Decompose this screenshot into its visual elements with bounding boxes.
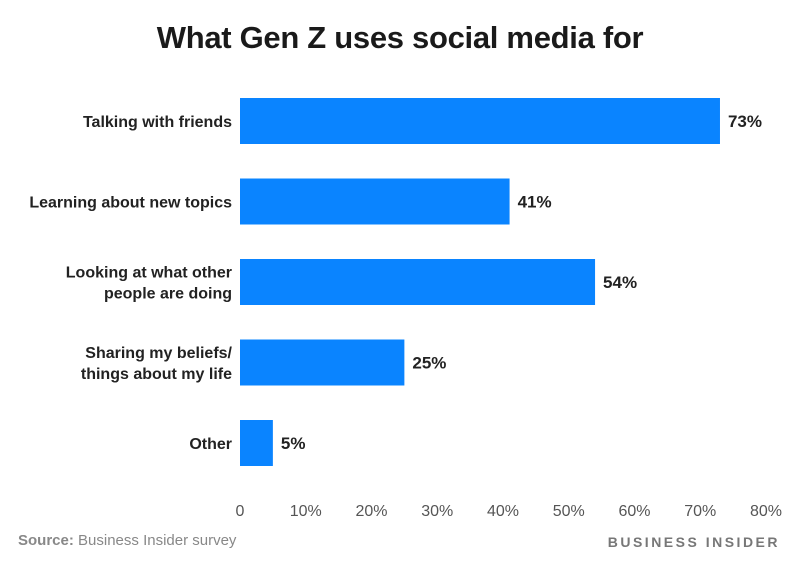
category-label-4-0: Other xyxy=(189,436,232,453)
data-label-3: 25% xyxy=(412,354,446,373)
bar-4 xyxy=(240,420,273,466)
category-label-2-1: people are doing xyxy=(104,286,232,303)
x-tick-label-7: 70% xyxy=(684,503,716,520)
x-tick-label-6: 60% xyxy=(618,503,650,520)
bar-3 xyxy=(240,339,405,386)
x-tick-label-1: 10% xyxy=(290,503,322,520)
category-label-1-0: Learning about new topics xyxy=(29,195,232,212)
bar-2 xyxy=(240,259,596,305)
data-label-4: 5% xyxy=(281,434,306,453)
source-text: Business Insider survey xyxy=(78,532,237,549)
x-tick-label-3: 30% xyxy=(421,503,453,520)
category-label-3-1: things about my life xyxy=(81,366,232,383)
brand-logo: BUSINESS INSIDER xyxy=(607,534,780,550)
x-tick-label-2: 20% xyxy=(355,503,387,520)
x-tick-label-4: 40% xyxy=(487,503,519,520)
category-label-2-0: Looking at what other xyxy=(66,265,232,282)
x-tick-label-8: 80% xyxy=(750,503,782,520)
data-label-1: 41% xyxy=(518,193,552,212)
category-label-0-0: Talking with friends xyxy=(83,114,232,131)
x-tick-label-5: 50% xyxy=(553,503,585,520)
data-label-0: 73% xyxy=(728,112,762,131)
bar-0 xyxy=(240,98,720,144)
chart-title: What Gen Z uses social media for xyxy=(156,20,644,55)
source-label: Source: xyxy=(18,532,74,549)
source-note: Source: Business Insider survey xyxy=(18,532,236,549)
data-label-2: 54% xyxy=(603,273,637,292)
x-tick-label-0: 0 xyxy=(236,503,245,520)
bar-1 xyxy=(240,178,510,225)
category-label-3-0: Sharing my beliefs/ xyxy=(85,345,232,362)
